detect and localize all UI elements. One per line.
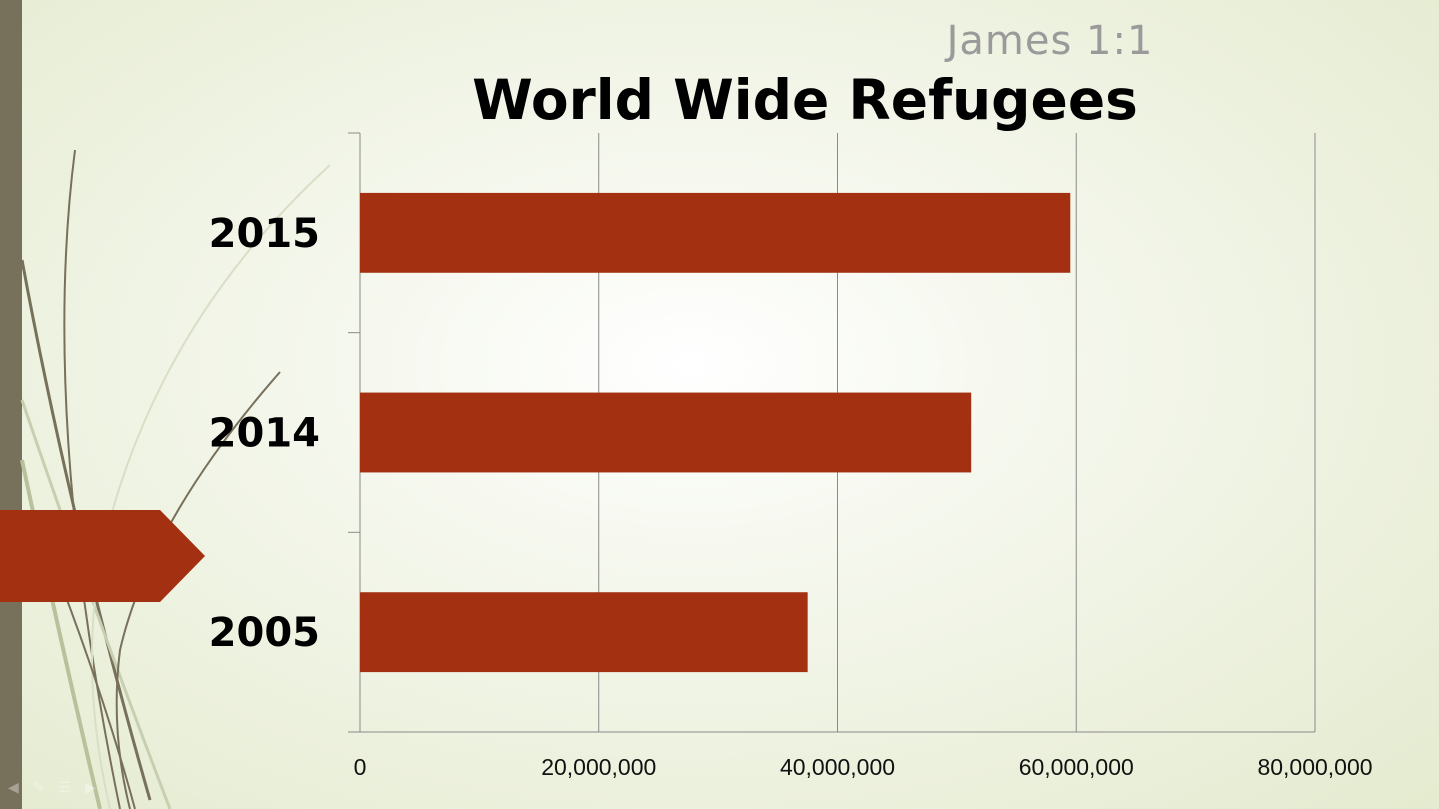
left-accent-band xyxy=(0,0,22,809)
x-tick-label-1: 20,000,000 xyxy=(541,754,656,780)
slide-title: World Wide Refugees xyxy=(472,68,1138,132)
menu-icon[interactable]: ☰ xyxy=(58,780,72,796)
prev-slide-icon[interactable]: ◀ xyxy=(8,780,19,796)
category-label-2015: 2015 xyxy=(209,211,320,257)
slideshow-nav-controls[interactable]: ◀ ✎ ☰ ▶ xyxy=(8,780,96,796)
x-tick-label-2: 40,000,000 xyxy=(780,754,895,780)
arrow-tab-shape xyxy=(0,510,205,602)
category-label-2005: 2005 xyxy=(209,610,320,656)
next-slide-icon[interactable]: ▶ xyxy=(85,780,96,796)
x-tick-label-0: 0 xyxy=(354,754,367,780)
category-label-2014: 2014 xyxy=(209,411,320,457)
pen-icon[interactable]: ✎ xyxy=(32,780,45,796)
slide-subtitle: James 1:1 xyxy=(946,18,1154,64)
x-tick-label-4: 80,000,000 xyxy=(1257,754,1372,780)
x-tick-label-3: 60,000,000 xyxy=(1019,754,1134,780)
bar-2014 xyxy=(360,392,972,473)
bar-2005 xyxy=(360,592,808,673)
bar-2015 xyxy=(360,192,1071,273)
